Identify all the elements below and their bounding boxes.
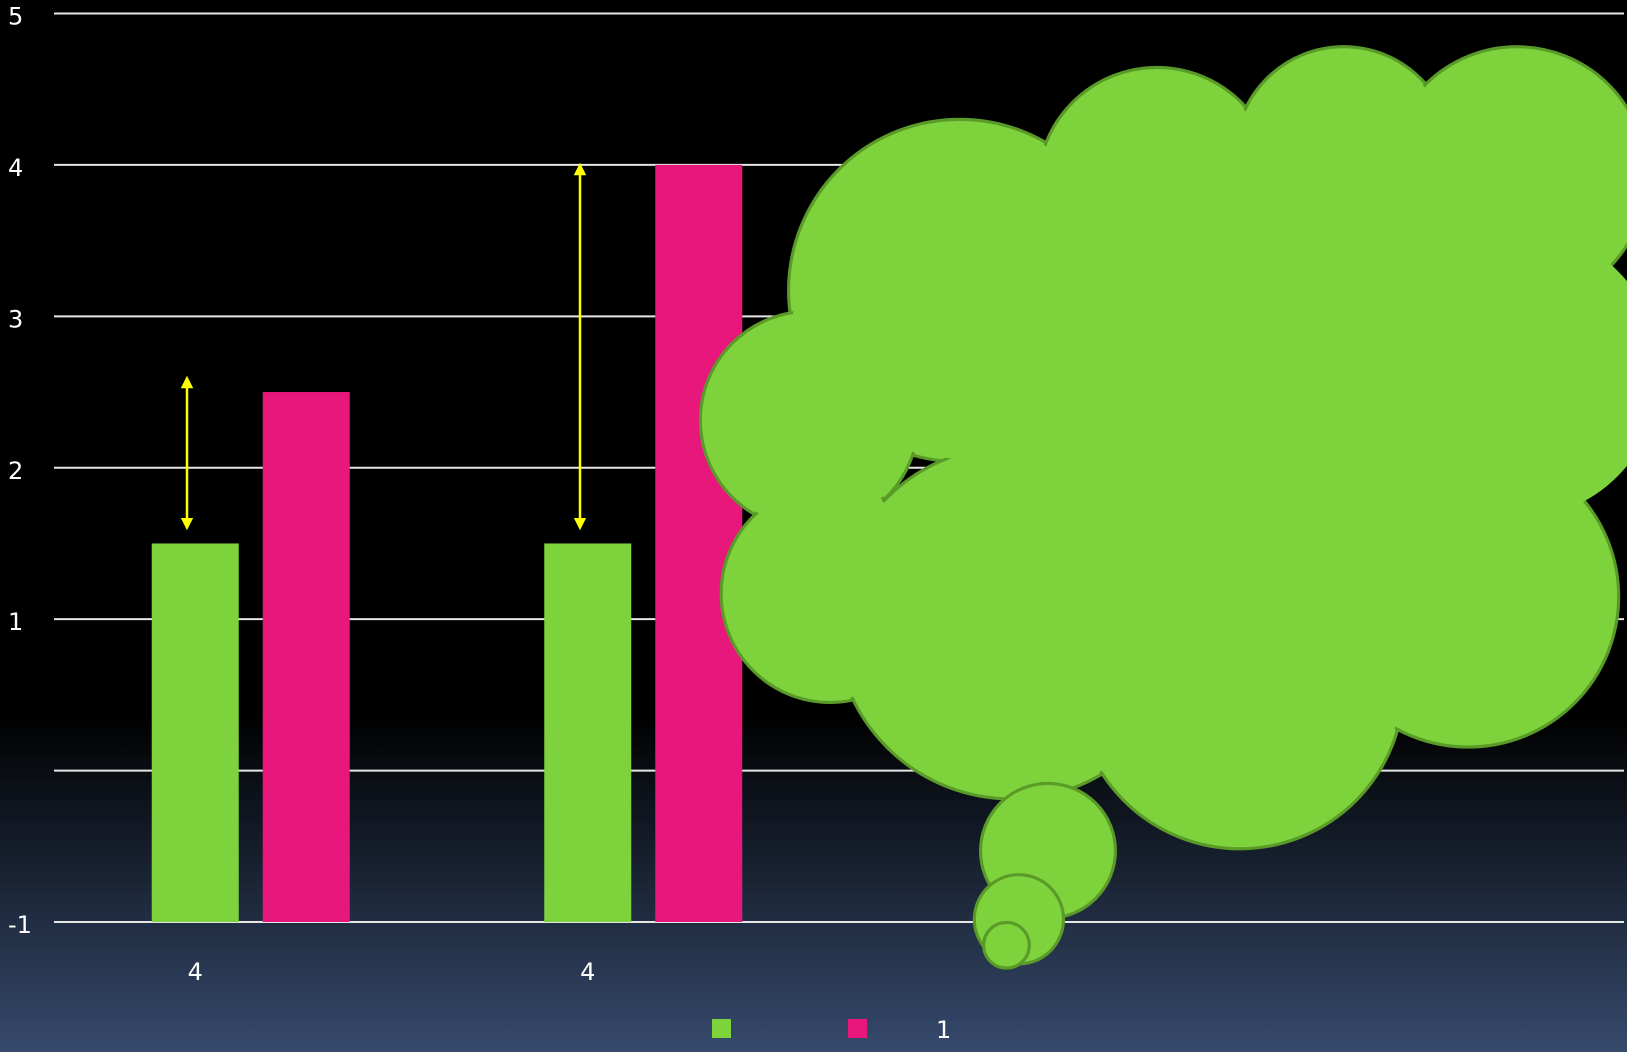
thought-cloud xyxy=(698,45,1627,970)
y-tick-label: -1 xyxy=(8,911,32,939)
bar xyxy=(544,543,632,922)
y-tick-label: 3 xyxy=(8,305,23,333)
y-tick-label: 1 xyxy=(8,608,23,636)
bar xyxy=(151,543,239,922)
legend-swatch xyxy=(712,1019,731,1038)
y-tick-label: 4 xyxy=(8,154,23,182)
annotations xyxy=(180,45,1627,970)
x-tick-label: 4 xyxy=(580,958,595,986)
bar xyxy=(655,164,743,922)
x-tick-label: 4 xyxy=(188,958,203,986)
legend-label: 1 xyxy=(936,1016,951,1044)
y-tick-label: 2 xyxy=(8,457,23,485)
bar xyxy=(262,392,350,923)
legend-swatch xyxy=(848,1019,867,1038)
y-tick-label: 5 xyxy=(8,3,23,31)
